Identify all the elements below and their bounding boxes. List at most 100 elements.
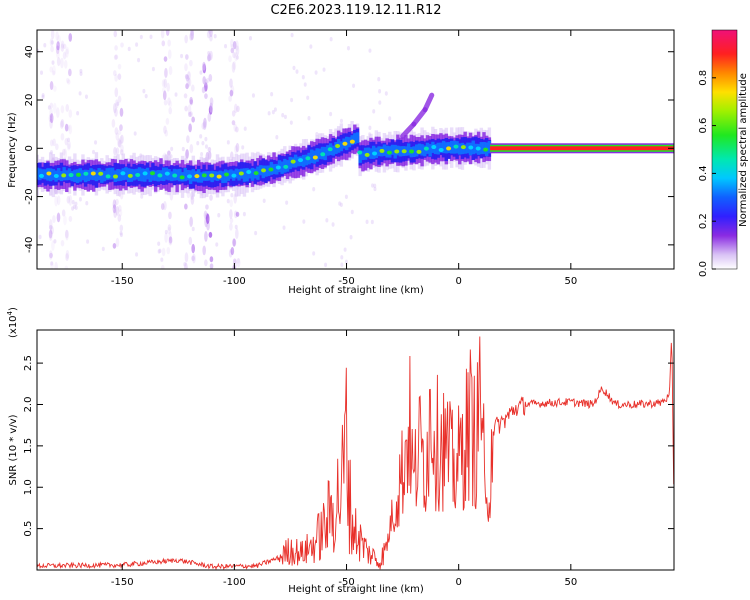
noise-speck	[384, 91, 388, 96]
noise-speck	[199, 70, 203, 75]
noise-speck	[63, 59, 68, 69]
noise-speck	[67, 140, 71, 150]
noise-speck	[183, 93, 188, 99]
noise-speck	[373, 186, 377, 192]
noise-speck	[236, 258, 240, 264]
noise-speck	[235, 40, 239, 51]
noise-speck	[60, 118, 65, 128]
noise-speck	[232, 238, 236, 247]
noise-speck	[52, 102, 57, 114]
noise-speck	[168, 238, 173, 246]
ridge-peak	[379, 148, 385, 153]
noise-speck	[217, 213, 221, 218]
ridge-cell	[266, 165, 271, 176]
noise-speck	[232, 52, 236, 59]
noise-speck	[60, 57, 64, 69]
snr-ytick-label: 2.5	[23, 355, 34, 371]
noise-speck	[168, 100, 173, 108]
ridge-cell	[415, 144, 419, 157]
noise-speck	[48, 231, 53, 241]
ridge-cell	[318, 148, 322, 160]
ridge-cell	[229, 169, 233, 179]
ridge-cell	[221, 171, 225, 184]
spectrogram-ytick-label: -20	[24, 188, 35, 204]
noise-speck	[290, 32, 294, 38]
noise-speck	[55, 45, 60, 55]
noise-speck	[204, 144, 208, 149]
noise-speck	[206, 30, 211, 39]
noise-speck	[94, 140, 98, 145]
noise-speck	[63, 148, 68, 160]
noise-speck	[117, 63, 122, 70]
noise-speck	[312, 251, 316, 256]
ridge-cell	[449, 140, 454, 154]
noise-speck	[49, 66, 53, 73]
colorbar-ticks: 0.0 0.2 0.4 0.6 0.8	[698, 70, 716, 277]
noise-speck	[164, 232, 168, 243]
ridge-cell	[420, 144, 424, 156]
noise-speck	[209, 30, 213, 38]
noise-speck	[135, 252, 139, 257]
chart-title: C2E6.2023.119.12.11.R12	[270, 3, 441, 18]
ridge-peak	[127, 173, 133, 178]
noise-speck	[62, 51, 67, 60]
noise-speck	[117, 73, 122, 81]
noise-speck	[162, 90, 167, 101]
noise-speck	[373, 183, 377, 188]
ridge-cell	[377, 146, 381, 157]
noise-speck	[306, 95, 310, 100]
noise-speck	[233, 210, 238, 219]
noise-speck	[160, 264, 165, 269]
ridge-cell	[234, 168, 239, 179]
ridge-cell	[237, 169, 241, 181]
noise-speck	[200, 151, 204, 157]
noise-speck	[76, 111, 80, 116]
ridge-peak	[386, 150, 392, 155]
noise-speck	[235, 45, 240, 56]
noise-speck	[344, 259, 348, 265]
noise-speck	[50, 40, 54, 45]
noise-speck	[231, 110, 236, 117]
noise-speck	[66, 137, 70, 143]
noise-speck	[48, 219, 53, 230]
ridge-cell	[183, 167, 187, 182]
noise-speck	[242, 211, 246, 217]
noise-speck	[78, 91, 82, 96]
ridge-cell	[86, 169, 91, 182]
noise-speck	[273, 107, 277, 112]
noise-speck	[61, 209, 66, 217]
ridge-cell	[57, 168, 61, 181]
noise-speck	[285, 200, 289, 205]
noise-speck	[167, 224, 172, 231]
noise-speck	[191, 84, 195, 92]
noise-speck	[230, 85, 235, 95]
noise-speck	[68, 195, 73, 206]
noise-speck	[329, 37, 333, 42]
spectrogram-heatmap	[37, 30, 674, 269]
ridge-cell	[406, 143, 411, 156]
spectrogram-xtick-label: -50	[338, 276, 354, 287]
ridge-cell	[148, 170, 152, 182]
ridge-cell	[100, 169, 104, 183]
snr-frame	[36, 329, 675, 571]
ridge-cell	[242, 168, 247, 182]
ridge-peak	[423, 146, 429, 151]
noise-speck	[168, 231, 172, 241]
noise-speck	[56, 195, 61, 206]
ridge-peak	[453, 144, 459, 149]
noise-speck	[119, 232, 123, 238]
noise-speck	[65, 253, 69, 261]
noise-speck	[208, 231, 213, 238]
ridge-cell	[301, 154, 306, 167]
noise-speck	[157, 241, 161, 246]
noise-speck	[315, 131, 319, 137]
snr-panel: -150 -100 -50 0 50 0.5 1.0 1.5 2.0 2.5 Height of …	[6, 307, 675, 595]
noise-speck	[170, 146, 174, 152]
ridge-cell	[94, 170, 99, 182]
noise-speck	[163, 200, 167, 211]
ridge-cell	[441, 140, 446, 154]
noise-speck	[114, 87, 119, 98]
noise-speck	[56, 50, 60, 59]
noise-speck	[38, 234, 42, 240]
noise-speck	[55, 143, 59, 151]
